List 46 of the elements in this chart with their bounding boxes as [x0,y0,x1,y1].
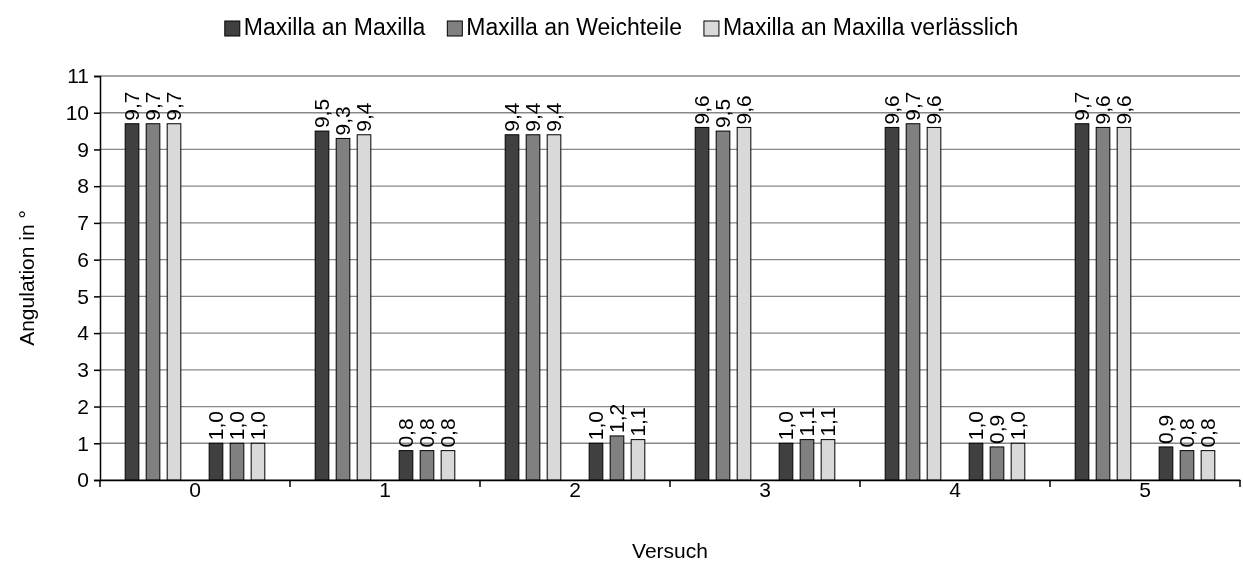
y-tick-label: 11 [67,64,89,88]
data-label: 0,8 [393,418,417,448]
data-label: 9,6 [690,95,714,125]
data-label: 9,3 [331,106,355,136]
data-label: 0,9 [1153,414,1177,444]
data-label: 9,6 [922,95,946,125]
y-tick-label: 6 [77,247,89,271]
y-tick-label: 4 [77,321,90,345]
x-axis-title: Versuch [632,539,708,562]
legend-label: Maxilla an Weichteile [466,14,682,40]
x-tick-label: 1 [379,478,391,501]
x-tick-label: 3 [759,478,771,501]
y-tick-label: 7 [77,211,89,235]
y-tick-label: 1 [77,431,89,455]
data-label: 9,4 [542,102,566,132]
y-tick-label: 8 [77,174,89,198]
data-label: 1,0 [203,411,227,441]
data-label: 9,4 [521,102,545,132]
x-tick-label: 0 [189,478,201,501]
data-label: 1,0 [963,411,987,441]
data-label: 9,6 [732,95,756,125]
x-tick-label: 5 [1139,478,1151,501]
legend-label: Maxilla an Maxilla verlässlich [722,14,1019,40]
x-tick-label: 2 [569,478,581,501]
y-tick-label: 9 [77,137,89,161]
data-label: 9,6 [1091,95,1115,125]
data-label: 9,7 [1070,91,1094,121]
y-tick-label: 10 [65,100,89,124]
x-tick-label: 4 [949,478,962,501]
data-label: 9,5 [711,98,735,129]
data-label: 1,0 [773,411,797,441]
y-tick-label: 3 [77,358,89,382]
legend-label: Maxilla an Maxilla [243,14,426,40]
data-label: 9,7 [901,91,925,121]
data-label: 9,4 [500,102,524,132]
data-label: 1,0 [583,411,607,441]
data-label: 9,5 [310,98,334,129]
data-label: 9,6 [1112,95,1136,125]
data-label: 9,4 [352,102,376,132]
data-label: 9,6 [880,95,904,125]
y-tick-label: 2 [77,394,89,418]
y-tick-label: 5 [77,284,89,308]
y-axis-title: Angulation in ° [15,210,38,346]
data-label: 9,7 [162,91,186,121]
data-label: 9,7 [120,91,144,121]
data-label: 9,7 [141,91,165,121]
